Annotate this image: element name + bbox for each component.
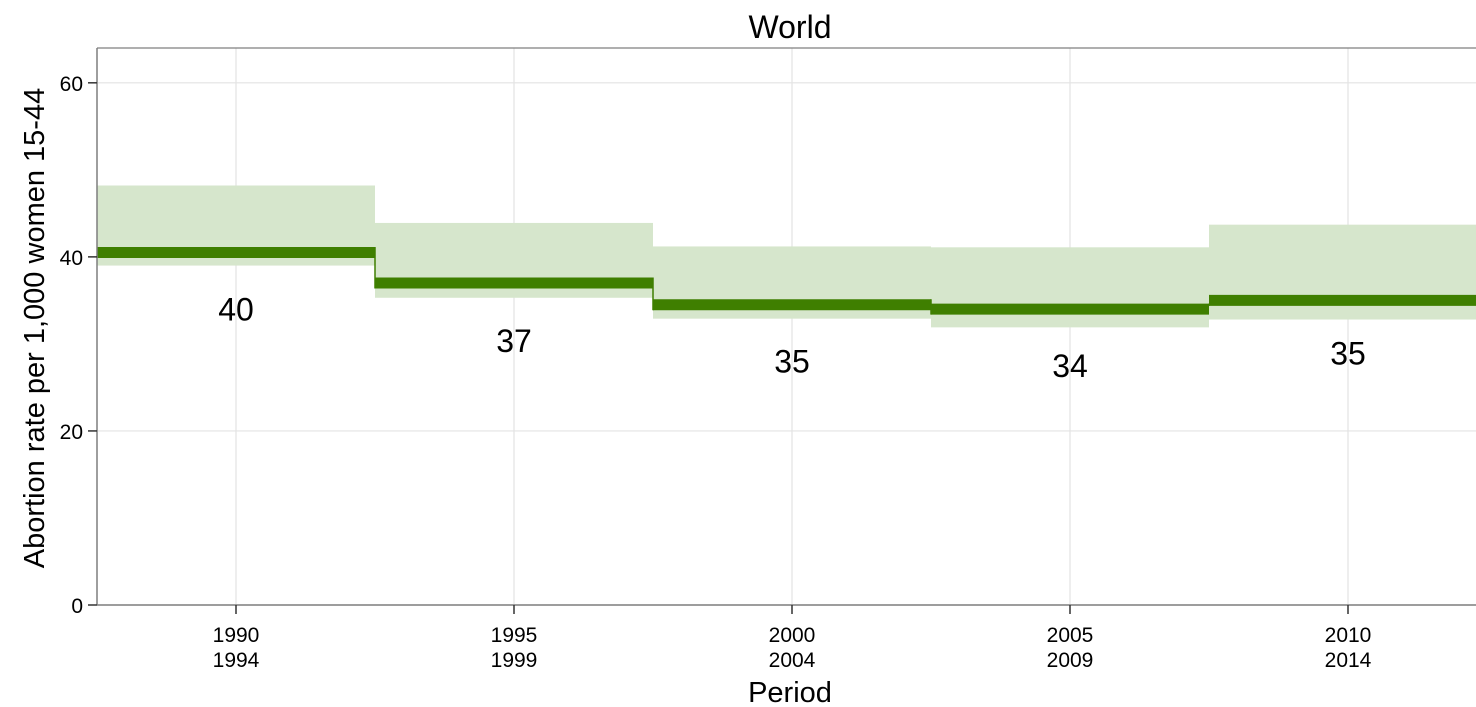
y-axis-title: Abortion rate per 1,000 women 15-44 [19, 88, 51, 568]
x-tick-label-end-1: 1999 [491, 649, 538, 672]
x-axis-title: Period [748, 677, 832, 707]
data-label-2: 35 [774, 344, 810, 380]
y-tick-label-60: 60 [60, 73, 83, 96]
data-label-1: 37 [496, 323, 532, 359]
x-tick-label-start-1: 1995 [491, 624, 538, 647]
chart-title: World [749, 9, 832, 45]
x-tick-label-end-4: 2014 [1325, 649, 1372, 672]
data-label-4: 35 [1330, 335, 1366, 371]
data-label-3: 34 [1052, 348, 1088, 384]
x-tick-label-start-0: 1990 [213, 624, 260, 647]
uncertainty-band-3 [931, 247, 1209, 328]
x-tick-label-end-3: 2009 [1047, 649, 1094, 672]
x-tick-label-start-2: 2000 [769, 624, 816, 647]
y-tick-label-20: 20 [60, 421, 83, 444]
x-tick-label-start-4: 2010 [1325, 624, 1372, 647]
y-tick-label-0: 0 [71, 595, 83, 618]
x-tick-label-start-3: 2005 [1047, 624, 1094, 647]
x-tick-label-end-2: 2004 [769, 649, 816, 672]
x-tick-label-end-0: 1994 [213, 649, 260, 672]
data-label-0: 40 [218, 292, 254, 328]
y-tick-label-40: 40 [60, 247, 83, 270]
